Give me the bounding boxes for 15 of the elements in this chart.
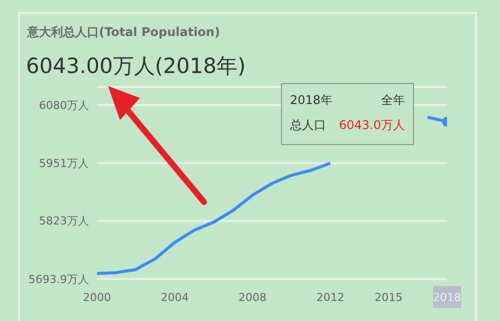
- y-tick-label: 5951万人: [39, 157, 89, 170]
- x-tick-label: 2004: [160, 291, 189, 304]
- x-tick-label: 2008: [238, 291, 267, 304]
- y-tick-label: 6080万人: [39, 98, 89, 112]
- y-tick-label: 5823万人: [39, 214, 89, 228]
- annotation: 6043.0万人: [339, 117, 405, 134]
- x-tick-label: 2015: [374, 291, 403, 304]
- annotation: 2018年: [290, 92, 333, 109]
- chart-title: 意大利总人口(Total Population): [27, 24, 220, 41]
- annotation: 全年: [381, 92, 405, 109]
- x-tick-label: 2012: [316, 291, 344, 304]
- annotation: 总人口: [290, 117, 326, 134]
- x-tick-label: 2000: [83, 291, 111, 304]
- y-tick-label: 5693.9万人: [28, 272, 89, 286]
- chart-subtitle: 6043.00万人(2018年): [26, 53, 246, 80]
